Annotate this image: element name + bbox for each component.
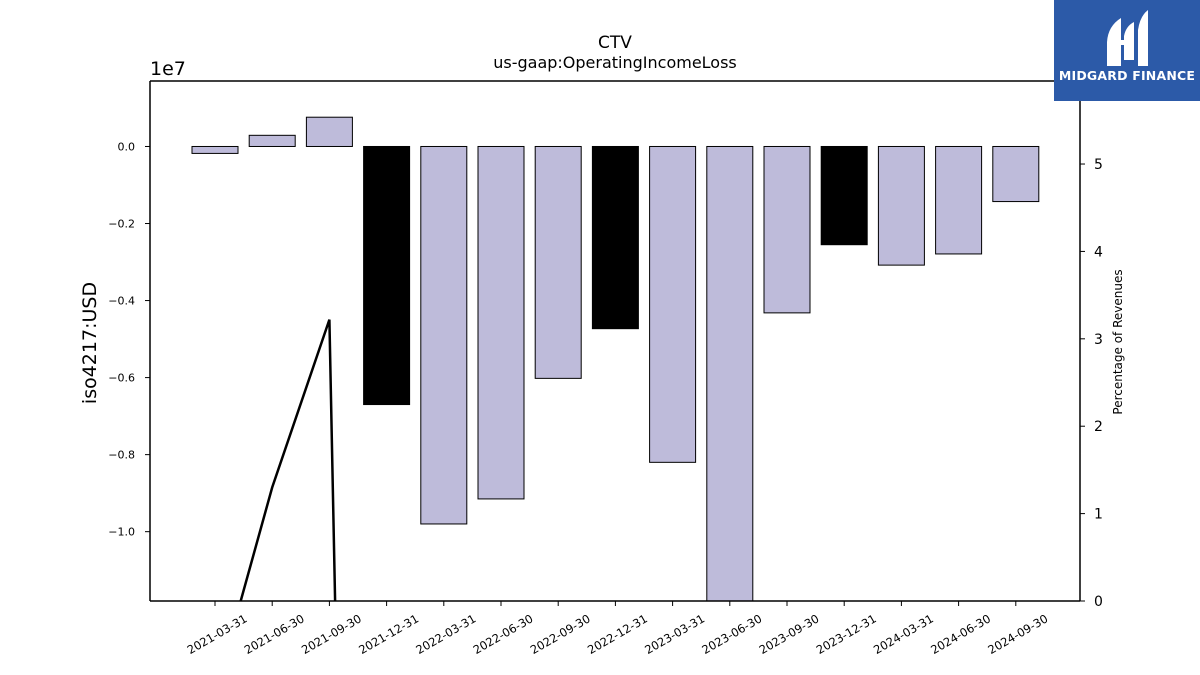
y2-axis-label: Percentage of Revenues xyxy=(1111,269,1125,414)
bar-2023-12-31 xyxy=(820,145,868,246)
y-tick-label: −0.8 xyxy=(108,449,135,462)
bar-2021-09-30 xyxy=(305,116,353,147)
y-axis-label: iso4217:USD xyxy=(79,282,101,404)
x-ticks: 2021-03-312021-06-302021-09-302021-12-31… xyxy=(185,601,1050,657)
revenue-percentage-line xyxy=(239,319,337,601)
x-tick-label: 2024-09-30 xyxy=(985,611,1050,657)
chart-subtitle: us-gaap:OperatingIncomeLoss xyxy=(493,53,737,72)
y2-tick-label: 0 xyxy=(1094,594,1103,610)
bar-2024-03-31 xyxy=(877,145,925,266)
x-tick-label: 2023-12-31 xyxy=(814,611,879,657)
y2-tick-label: 4 xyxy=(1094,244,1103,260)
bar-2023-06-30 xyxy=(706,145,754,601)
bar-2023-09-30 xyxy=(763,145,811,314)
y2-tick-label: 5 xyxy=(1094,157,1103,173)
y2-tick-label: 2 xyxy=(1094,419,1103,435)
y-axis-offset-label: 1e7 xyxy=(150,58,186,80)
x-tick-label: 2021-06-30 xyxy=(242,611,307,657)
y-tick-label: −1.0 xyxy=(108,526,135,539)
bar-2022-09-30 xyxy=(534,145,582,379)
y-tick-label: 0.0 xyxy=(118,140,136,153)
bar-2022-03-31 xyxy=(420,145,468,525)
x-tick-label: 2021-03-31 xyxy=(185,611,250,657)
x-tick-label: 2024-06-30 xyxy=(928,611,993,657)
axes xyxy=(149,80,1081,602)
y-ticks: 0.0 −0.2 −0.4 −0.6 −0.8 −1.0 xyxy=(108,140,150,539)
logo-mark-icon xyxy=(1107,10,1148,66)
x-tick-label: 2021-12-31 xyxy=(356,611,421,657)
x-tick-label: 2022-03-31 xyxy=(413,611,478,657)
bar-2024-06-30 xyxy=(935,145,983,255)
x-tick-label: 2023-09-30 xyxy=(757,611,822,657)
bar-2022-06-30 xyxy=(477,145,525,500)
x-tick-label: 2023-06-30 xyxy=(699,611,764,657)
y-tick-label: −0.2 xyxy=(108,218,135,231)
chart-title: CTV xyxy=(598,33,632,53)
bar-2022-12-31 xyxy=(591,145,639,330)
y2-ticks: 0 1 2 3 4 5 xyxy=(1080,157,1103,610)
y2-tick-label: 3 xyxy=(1094,332,1103,348)
x-tick-label: 2021-09-30 xyxy=(299,611,364,657)
x-tick-label: 2022-09-30 xyxy=(528,611,593,657)
x-tick-label: 2023-03-31 xyxy=(642,611,707,657)
logo-text: MIDGARD FINANCE xyxy=(1058,68,1196,83)
midgard-finance-logo: MIDGARD FINANCE xyxy=(1054,0,1200,101)
x-tick-label: 2024-03-31 xyxy=(871,611,936,657)
y2-tick-label: 1 xyxy=(1094,507,1103,523)
bar-2021-03-31 xyxy=(191,145,239,154)
x-tick-label: 2022-12-31 xyxy=(585,611,650,657)
revenue-percentage-line-layer xyxy=(239,319,337,601)
bar-2024-09-30 xyxy=(992,145,1040,203)
x-tick-label: 2022-06-30 xyxy=(471,611,536,657)
bar-2023-03-31 xyxy=(649,145,697,463)
bar-2021-12-31 xyxy=(363,145,411,406)
bar-2021-06-30 xyxy=(248,134,296,147)
bars xyxy=(191,116,1040,601)
y-tick-label: −0.4 xyxy=(108,295,135,308)
y-tick-label: −0.6 xyxy=(108,372,135,385)
